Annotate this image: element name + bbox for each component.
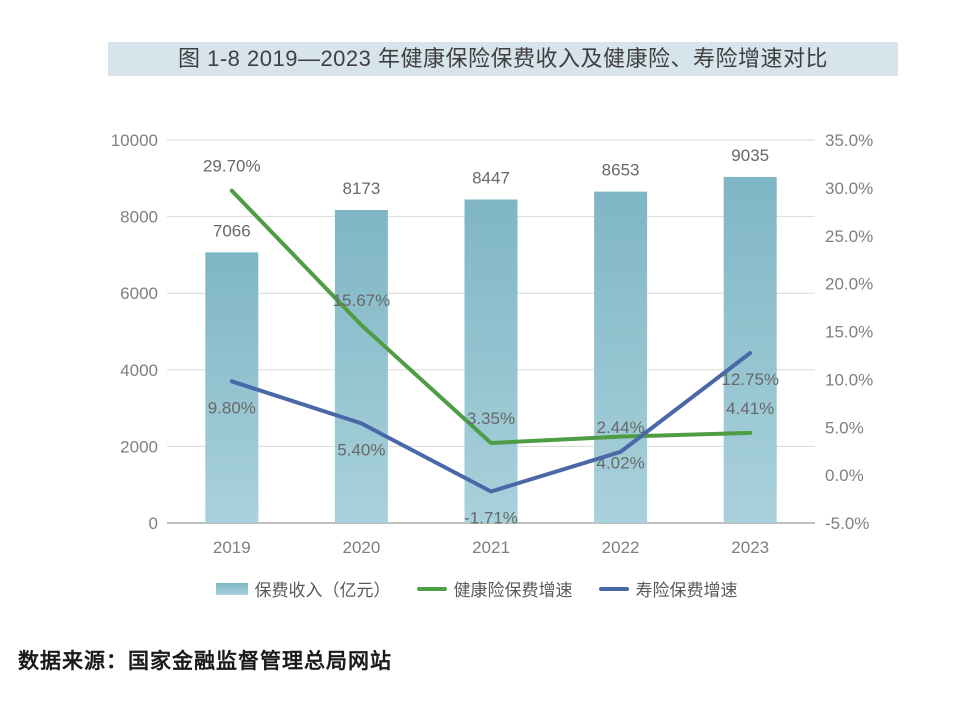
bar-value-label: 9035 — [731, 146, 769, 165]
legend-label: 保费收入（亿元） — [254, 581, 391, 600]
left-axis-tick-label: 2000 — [120, 437, 158, 456]
point-value-label: 4.41% — [726, 399, 774, 418]
right-axis-tick-label: 35.0% — [825, 131, 873, 150]
x-axis-category-label: 2022 — [602, 538, 640, 557]
x-axis-category-label: 2019 — [213, 538, 251, 557]
bar-swatch-icon — [215, 582, 248, 595]
bar-2020 — [334, 209, 388, 523]
left-axis-tick-label: 0 — [149, 514, 158, 533]
x-axis-category-label: 2023 — [731, 538, 769, 557]
life-line-swatch-icon — [598, 586, 629, 591]
legend-item-premium-income: 保费收入（亿元） — [215, 576, 391, 601]
left-axis-tick-label: 4000 — [120, 361, 158, 380]
health-line-swatch-icon — [416, 586, 447, 591]
left-axis-tick-label: 8000 — [120, 208, 158, 227]
right-axis-tick-label: 20.0% — [825, 275, 873, 294]
right-axis-tick-label: 30.0% — [825, 179, 873, 198]
left-axis-tick-label: 10000 — [111, 131, 158, 150]
point-value-label: 12.75% — [721, 370, 779, 389]
right-axis-tick-label: -5.0% — [825, 514, 869, 533]
point-value-label: 5.40% — [337, 440, 385, 459]
bar-2021 — [464, 199, 518, 523]
bar-value-label: 7066 — [213, 221, 251, 240]
chart-title: 图 1-8 2019—2023 年健康保险保费收入及健康险、寿险增速对比 — [108, 42, 898, 76]
point-value-label: -1.71% — [464, 508, 518, 527]
x-axis-category-label: 2021 — [472, 538, 510, 557]
point-value-label: 3.35% — [467, 409, 515, 428]
right-axis-tick-label: 25.0% — [825, 227, 873, 246]
legend-item-health-growth: 健康险保费增速 — [416, 576, 573, 601]
point-value-label: 9.80% — [208, 398, 256, 417]
right-axis-tick-label: 0.0% — [825, 466, 864, 485]
bar-value-label: 8653 — [602, 161, 640, 180]
line-寿险保费增速 — [229, 351, 753, 494]
right-axis-tick-label: 10.0% — [825, 370, 873, 389]
left-axis-tick-label: 6000 — [120, 284, 158, 303]
legend-item-life-growth: 寿险保费增速 — [598, 576, 738, 601]
data-source-note: 数据来源：国家金融监督管理总局网站 — [18, 648, 392, 673]
x-axis-category-label: 2020 — [342, 538, 380, 557]
legend-label: 健康险保费增速 — [453, 581, 573, 600]
bar-value-label: 8447 — [472, 168, 510, 187]
legend-label: 寿险保费增速 — [635, 581, 738, 600]
line-健康险保费增速 — [229, 188, 753, 445]
point-value-label: 2.44% — [596, 418, 644, 437]
bar-2022 — [594, 191, 648, 524]
bar-value-label: 8173 — [342, 179, 380, 198]
point-value-label: 15.67% — [333, 291, 391, 310]
legend: 保费收入（亿元） 健康险保费增速 寿险保费增速 — [0, 576, 953, 601]
right-axis-tick-label: 15.0% — [825, 323, 873, 342]
point-value-label: 4.02% — [596, 454, 644, 473]
bar-2023 — [723, 176, 777, 523]
right-axis-tick-label: 5.0% — [825, 418, 864, 437]
point-value-label: 29.70% — [203, 157, 261, 176]
